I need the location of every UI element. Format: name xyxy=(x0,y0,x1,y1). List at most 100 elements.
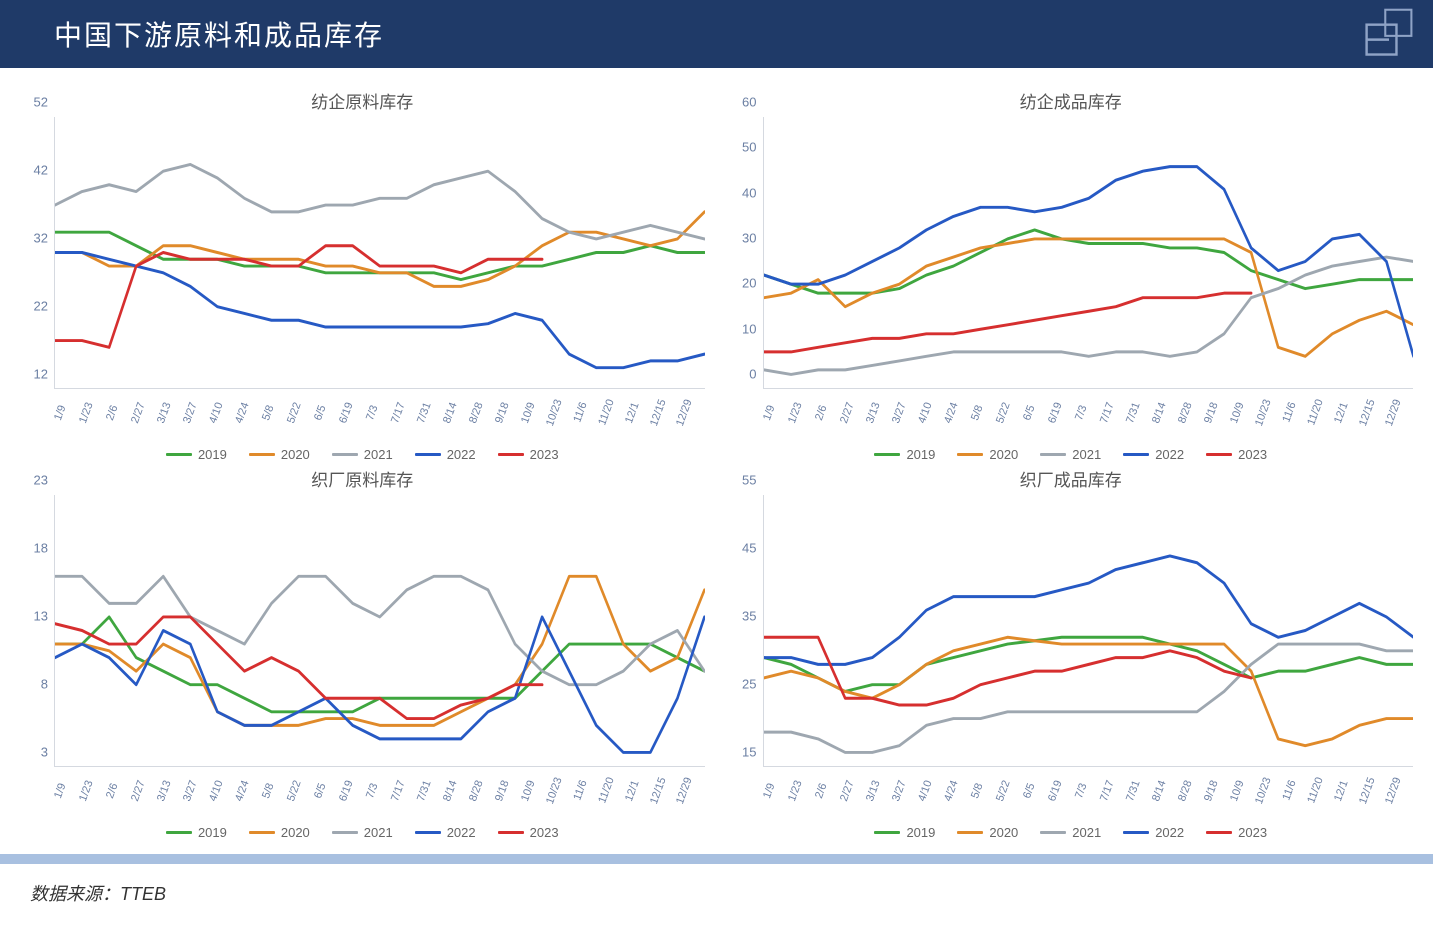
legend-item-2020: 2020 xyxy=(249,447,310,462)
legend-label: 2020 xyxy=(989,447,1018,462)
x-axis: 1/91/232/62/273/133/274/104/245/85/226/5… xyxy=(763,767,1414,821)
y-tick: 3 xyxy=(41,745,48,760)
legend-item-2022: 2022 xyxy=(415,825,476,840)
plot-area xyxy=(54,117,705,389)
footer-divider xyxy=(0,854,1433,864)
legend-label: 2021 xyxy=(364,825,393,840)
x-axis: 1/91/232/62/273/133/274/104/245/85/226/5… xyxy=(54,389,705,443)
legend-swatch xyxy=(1206,831,1232,834)
y-tick: 42 xyxy=(34,163,48,178)
legend: 2019 2020 2021 2022 2023 xyxy=(20,825,705,840)
y-tick: 8 xyxy=(41,677,48,692)
legend-swatch xyxy=(874,831,900,834)
y-tick: 12 xyxy=(34,367,48,382)
legend-item-2021: 2021 xyxy=(332,825,393,840)
series-2022 xyxy=(764,167,1414,357)
legend-label: 2023 xyxy=(1238,825,1267,840)
y-tick: 60 xyxy=(742,95,756,110)
legend-label: 2023 xyxy=(530,447,559,462)
chart-panel-c3: 织厂原料库存381318231/91/232/62/273/133/274/10… xyxy=(20,466,705,840)
page-title: 中国下游原料和成品库存 xyxy=(54,14,384,54)
legend-item-2022: 2022 xyxy=(1123,825,1184,840)
y-tick: 35 xyxy=(742,609,756,624)
legend-label: 2020 xyxy=(281,447,310,462)
legend-swatch xyxy=(498,831,524,834)
legend-swatch xyxy=(249,453,275,456)
chart-panel-c4: 织厂成品库存 15 25 35 45 55 1/91/232/62/273/133/274/… xyxy=(729,466,1414,840)
legend-swatch xyxy=(1123,453,1149,456)
legend-item-2022: 2022 xyxy=(1123,447,1184,462)
legend-swatch xyxy=(1123,831,1149,834)
legend-label: 2020 xyxy=(281,825,310,840)
chart-grid: 纺企原料库存12223242521/91/232/62/273/133/274/… xyxy=(0,68,1433,848)
legend-label: 2021 xyxy=(1072,825,1101,840)
chart-area: 38131823 xyxy=(20,495,705,767)
y-tick: 23 xyxy=(34,473,48,488)
series-2022 xyxy=(764,556,1414,664)
legend-swatch xyxy=(166,453,192,456)
y-tick: 10 xyxy=(742,321,756,336)
chart-panel-c1: 纺企原料库存12223242521/91/232/62/273/133/274/… xyxy=(20,88,705,462)
legend-item-2023: 2023 xyxy=(1206,447,1267,462)
y-tick: 15 xyxy=(742,745,756,760)
legend-label: 2021 xyxy=(364,447,393,462)
legend-item-2023: 2023 xyxy=(498,447,559,462)
legend-item-2019: 2019 xyxy=(166,447,227,462)
legend-swatch xyxy=(957,453,983,456)
legend: 2019 2020 2021 2022 2023 xyxy=(729,825,1414,840)
legend-item-2021: 2021 xyxy=(1040,447,1101,462)
y-tick: 55 xyxy=(742,473,756,488)
legend: 2019 2020 2021 2022 2023 xyxy=(729,447,1414,462)
data-source: 数据来源：TTEB xyxy=(0,880,1433,906)
y-tick: 30 xyxy=(742,231,756,246)
legend-label: 2019 xyxy=(906,447,935,462)
legend-label: 2022 xyxy=(1155,825,1184,840)
chart-title: 织厂成品库存 xyxy=(729,466,1414,491)
legend-swatch xyxy=(249,831,275,834)
legend-swatch xyxy=(1040,831,1066,834)
chart-panel-c2: 纺企成品库存01020304050601/91/232/62/273/133/2… xyxy=(729,88,1414,462)
legend-item-2023: 2023 xyxy=(1206,825,1267,840)
series-2020 xyxy=(764,637,1414,745)
plot-area xyxy=(54,495,705,767)
series-2021 xyxy=(55,576,705,684)
chart-area: 1222324252 xyxy=(20,117,705,389)
legend-swatch xyxy=(874,453,900,456)
legend-label: 2023 xyxy=(530,825,559,840)
x-axis: 1/91/232/62/273/133/274/104/245/85/226/5… xyxy=(54,767,705,821)
legend-label: 2019 xyxy=(906,825,935,840)
legend-item-2020: 2020 xyxy=(957,447,1018,462)
legend-label: 2020 xyxy=(989,825,1018,840)
series-2023 xyxy=(764,293,1251,352)
series-2022 xyxy=(55,253,705,368)
y-tick: 45 xyxy=(742,541,756,556)
chart-area: 0102030405060 xyxy=(729,117,1414,389)
legend-swatch xyxy=(957,831,983,834)
legend-label: 2019 xyxy=(198,447,227,462)
y-axis: 1525354555 xyxy=(729,495,763,767)
y-tick: 25 xyxy=(742,677,756,692)
legend-item-2019: 2019 xyxy=(874,825,935,840)
chart-area: 1525354555 xyxy=(729,495,1414,767)
y-tick: 13 xyxy=(34,609,48,624)
legend: 20192020202120222023 xyxy=(20,447,705,462)
legend-swatch xyxy=(332,453,358,456)
chart-title: 织厂原料库存 xyxy=(20,466,705,491)
legend-item-2021: 2021 xyxy=(1040,825,1101,840)
y-tick: 52 xyxy=(34,95,48,110)
legend-item-2019: 2019 xyxy=(874,447,935,462)
y-tick: 22 xyxy=(34,299,48,314)
plot-area xyxy=(763,495,1414,767)
y-axis: 0102030405060 xyxy=(729,117,763,389)
legend-label: 2021 xyxy=(1072,447,1101,462)
source-value: TTEB xyxy=(120,884,166,904)
legend-swatch xyxy=(1040,453,1066,456)
series-2021 xyxy=(764,257,1414,374)
legend-item-2019: 2019 xyxy=(166,825,227,840)
legend-label: 2022 xyxy=(447,825,476,840)
legend-item-2020: 2020 xyxy=(249,825,310,840)
y-tick: 50 xyxy=(742,140,756,155)
y-axis: 38131823 xyxy=(20,495,54,767)
legend-swatch xyxy=(415,453,441,456)
series-2020 xyxy=(55,212,705,287)
